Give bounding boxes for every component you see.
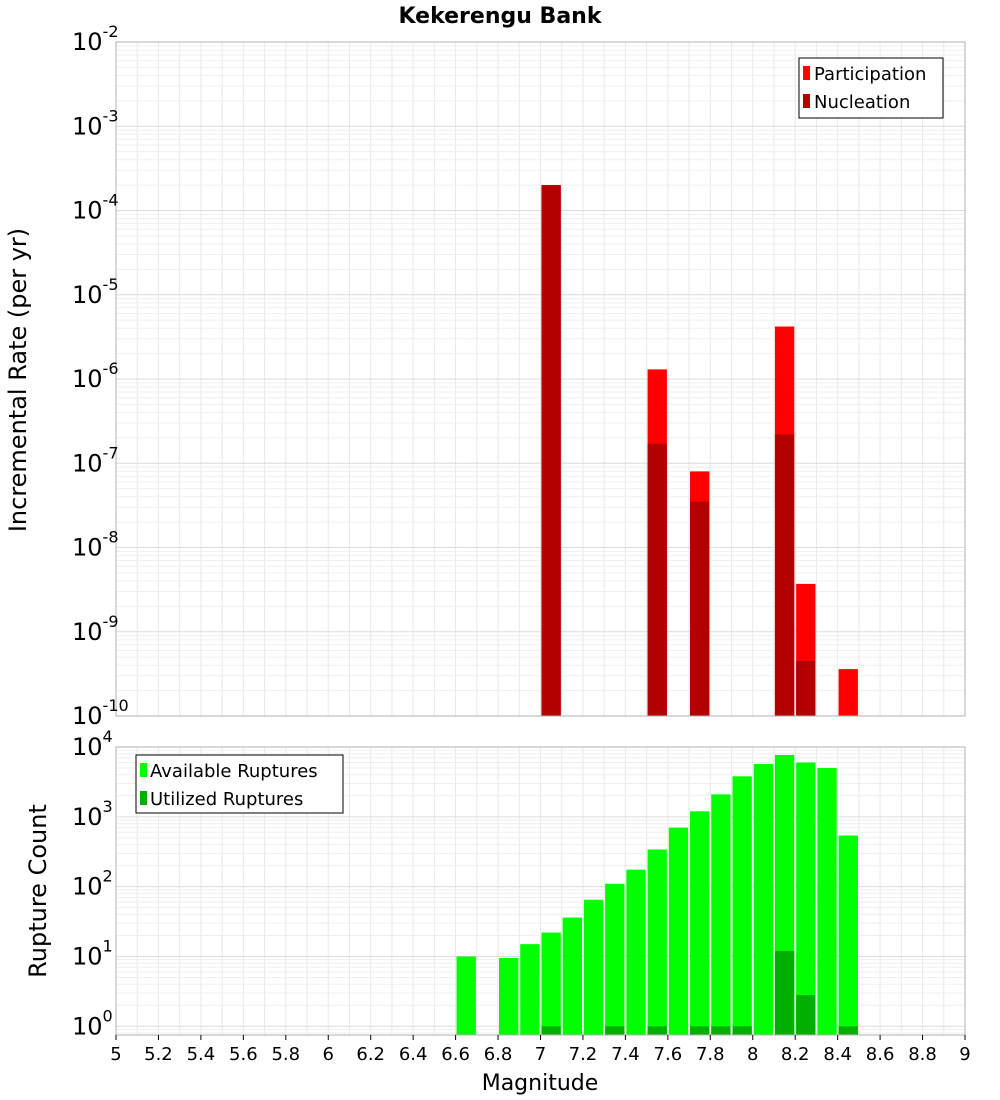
x-tick-label: 8.8 <box>908 1044 937 1065</box>
legend-swatch-nucleation <box>803 94 810 108</box>
x-tick-label: 8.4 <box>823 1044 852 1065</box>
x-tick-label: 5 <box>110 1044 121 1065</box>
x-tick-label: 6.8 <box>484 1044 513 1065</box>
x-tick-label: 5.4 <box>187 1044 216 1065</box>
bottom-bar-utilized-ruptures <box>647 1026 667 1035</box>
bottom-bar-available-ruptures <box>711 794 731 1035</box>
x-tick-label: 7 <box>535 1044 546 1065</box>
bottom-bar-available-ruptures <box>499 958 519 1035</box>
x-tick-label: 7.2 <box>569 1044 598 1065</box>
bottom-bar-utilized-ruptures <box>796 995 816 1035</box>
top-bar-participation <box>838 669 858 716</box>
top-y-tick-label: 10-5 <box>72 275 119 309</box>
top-bar-nucleation <box>690 501 710 716</box>
bottom-y-tick-label: 102 <box>72 867 113 901</box>
bottom-bar-available-ruptures <box>541 932 561 1035</box>
chart-title: Kekerengu Bank <box>399 4 603 29</box>
x-axis-label: Magnitude <box>482 1071 599 1096</box>
bottom-panel: 100 101 102 103 104 5 5.2 5.4 5.6 5.8 6 6.2 6.4 6.6 6… <box>24 727 971 1096</box>
x-tick-label: 7.8 <box>696 1044 725 1065</box>
legend-label-available: Available Ruptures <box>150 761 318 782</box>
bottom-bar-utilized-ruptures <box>690 1026 710 1035</box>
bottom-bar-available-ruptures <box>647 849 667 1035</box>
top-legend-box <box>798 57 944 119</box>
top-bar-nucleation <box>541 185 561 716</box>
x-tick-label: 7.6 <box>654 1044 683 1065</box>
bottom-bar-available-ruptures <box>583 899 604 1035</box>
x-tick-label: 5.2 <box>144 1044 173 1065</box>
legend-label-utilized: Utilized Ruptures <box>150 789 303 810</box>
bottom-y-tick-label: 103 <box>72 797 113 831</box>
top-bar-nucleation <box>796 660 816 716</box>
bottom-y-tick-label: 101 <box>72 936 113 970</box>
bottom-legend: Available Ruptures Utilized Ruptures <box>135 754 344 814</box>
x-tick-label: 8 <box>747 1044 758 1065</box>
top-y-tick-label: 10-3 <box>72 106 119 140</box>
bottom-y-tick-label: 100 <box>72 1006 113 1040</box>
bottom-y-tick-label: 104 <box>72 727 113 761</box>
x-tick-label: 5.8 <box>271 1044 300 1065</box>
bottom-bar-available-ruptures <box>732 776 752 1035</box>
bottom-bar-available-ruptures <box>456 956 476 1035</box>
top-bar-nucleation <box>774 434 795 716</box>
bottom-bar-available-ruptures <box>838 835 858 1035</box>
x-tick-label: 9 <box>959 1044 970 1065</box>
bottom-bar-available-ruptures <box>817 768 837 1035</box>
top-legend: Participation Nucleation <box>798 57 944 119</box>
bottom-bar-available-ruptures <box>605 883 625 1035</box>
bottom-bar-utilized-ruptures <box>774 950 795 1035</box>
top-y-tick-label: 10-8 <box>72 528 119 562</box>
x-ticks: 5 5.2 5.4 5.6 5.8 6 6.2 6.4 6.6 6.8 7 7.2 7.4 7.6 7.8 8… <box>110 1035 971 1065</box>
bottom-bar-utilized-ruptures <box>838 1026 858 1035</box>
legend-swatch-available <box>140 763 147 777</box>
legend-swatch-utilized <box>140 791 147 805</box>
top-y-tick-label: 10-6 <box>72 359 119 393</box>
bottom-bar-available-ruptures <box>668 827 689 1035</box>
x-tick-label: 6.2 <box>356 1044 385 1065</box>
top-bar-nucleation <box>647 443 667 716</box>
top-bars <box>541 185 858 716</box>
x-tick-label: 6.6 <box>441 1044 470 1065</box>
x-tick-label: 5.6 <box>229 1044 258 1065</box>
bottom-y-axis-label: Rupture Count <box>24 804 52 978</box>
top-y-ticks: 10-10 10-9 10-8 10-7 10-6 10-5 10-4 10-3 10-2 <box>72 22 129 730</box>
bottom-legend-box <box>135 754 344 814</box>
x-tick-label: 6.4 <box>399 1044 428 1065</box>
legend-label-nucleation: Nucleation <box>814 92 910 113</box>
top-y-tick-label: 10-7 <box>72 443 119 477</box>
x-tick-label: 8.6 <box>866 1044 895 1065</box>
x-tick-label: 8.2 <box>781 1044 810 1065</box>
bottom-bar-utilized-ruptures <box>541 1026 561 1035</box>
bottom-bar-utilized-ruptures <box>605 1026 625 1035</box>
top-panel: 10-10 10-9 10-8 10-7 10-6 10-5 10-4 10-3 10-2 In… <box>4 22 966 730</box>
bottom-y-ticks: 100 101 102 103 104 <box>72 727 113 1040</box>
legend-label-participation: Participation <box>814 64 926 85</box>
bottom-bar-available-ruptures <box>796 762 816 1035</box>
top-y-tick-label: 10-2 <box>72 22 119 56</box>
top-plot-border <box>115 41 966 717</box>
top-y-tick-label: 10-4 <box>72 191 119 225</box>
bottom-bar-utilized-ruptures <box>732 1026 752 1035</box>
legend-swatch-participation <box>803 66 810 80</box>
top-grid <box>115 42 966 717</box>
top-y-tick-label: 10-10 <box>72 696 129 730</box>
top-y-axis-label: Incremental Rate (per yr) <box>4 228 32 532</box>
bottom-bars <box>456 754 858 1035</box>
top-y-tick-label: 10-9 <box>72 612 119 646</box>
bottom-bar-available-ruptures <box>520 944 540 1035</box>
bottom-bar-available-ruptures <box>562 917 582 1035</box>
x-tick-label: 7.4 <box>611 1044 640 1065</box>
bottom-bar-available-ruptures <box>626 869 646 1035</box>
bottom-bar-utilized-ruptures <box>711 1026 731 1035</box>
bottom-bar-available-ruptures <box>690 811 710 1035</box>
x-tick-label: 6 <box>323 1044 334 1065</box>
bottom-bar-available-ruptures <box>753 764 774 1035</box>
